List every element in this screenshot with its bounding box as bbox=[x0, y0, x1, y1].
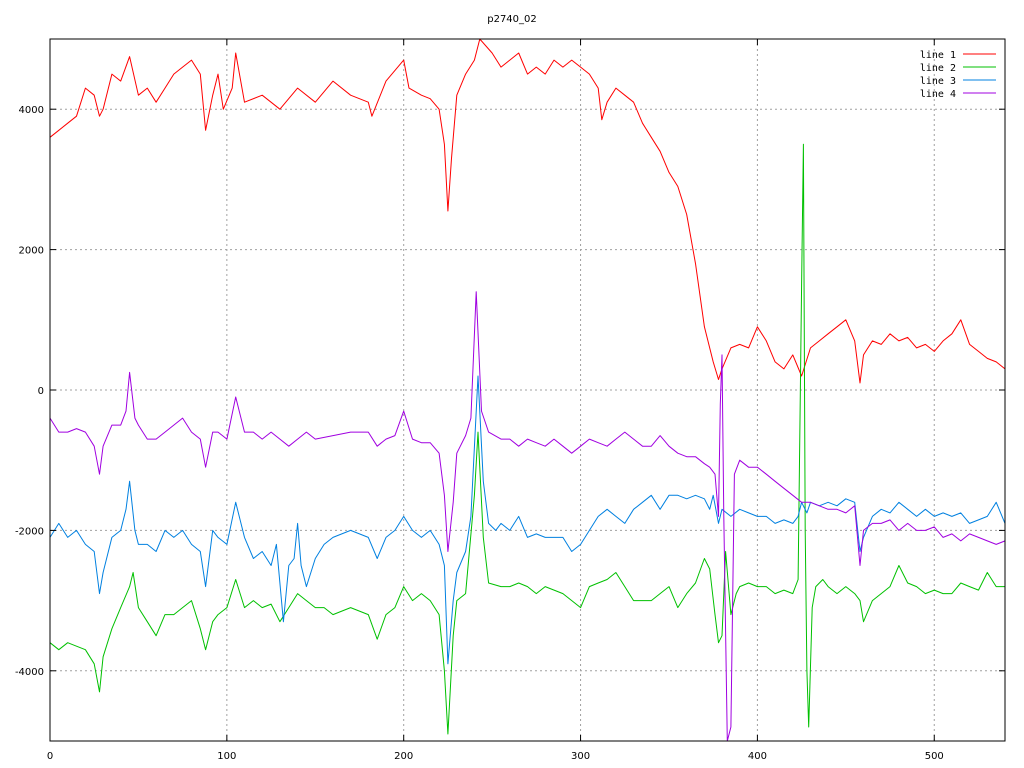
legend-label: line 1 bbox=[920, 50, 956, 61]
legend-label: line 3 bbox=[920, 76, 956, 87]
grid-lines bbox=[50, 39, 1005, 741]
y-tick-label: 2000 bbox=[19, 246, 44, 257]
legend-label: line 2 bbox=[920, 63, 956, 74]
y-tick-label: 4000 bbox=[19, 105, 44, 116]
legend-label: line 4 bbox=[920, 89, 956, 100]
x-tick-label: 200 bbox=[394, 751, 413, 762]
x-tick-label: 400 bbox=[748, 751, 767, 762]
series-line-2 bbox=[50, 143, 1005, 735]
series-line-4 bbox=[50, 291, 1005, 741]
series-line-1 bbox=[50, 39, 1005, 384]
series-line-3 bbox=[50, 375, 1005, 665]
plot-area bbox=[50, 39, 1005, 741]
y-tick-label: -2000 bbox=[15, 526, 44, 537]
x-tick-label: 0 bbox=[47, 751, 53, 762]
y-tick-label: 0 bbox=[38, 386, 44, 397]
x-tick-label: 500 bbox=[925, 751, 944, 762]
x-tick-label: 300 bbox=[571, 751, 590, 762]
x-tick-label: 100 bbox=[217, 751, 236, 762]
chart-title: p2740_02 bbox=[487, 14, 537, 25]
axis-ticks: 0 100 200 300 400 500 -4000 -2000 0 2000 4000 bbox=[15, 39, 1005, 762]
legend: line 1 line 2 line 3 line 4 bbox=[920, 50, 996, 100]
y-tick-label: -4000 bbox=[15, 667, 44, 678]
